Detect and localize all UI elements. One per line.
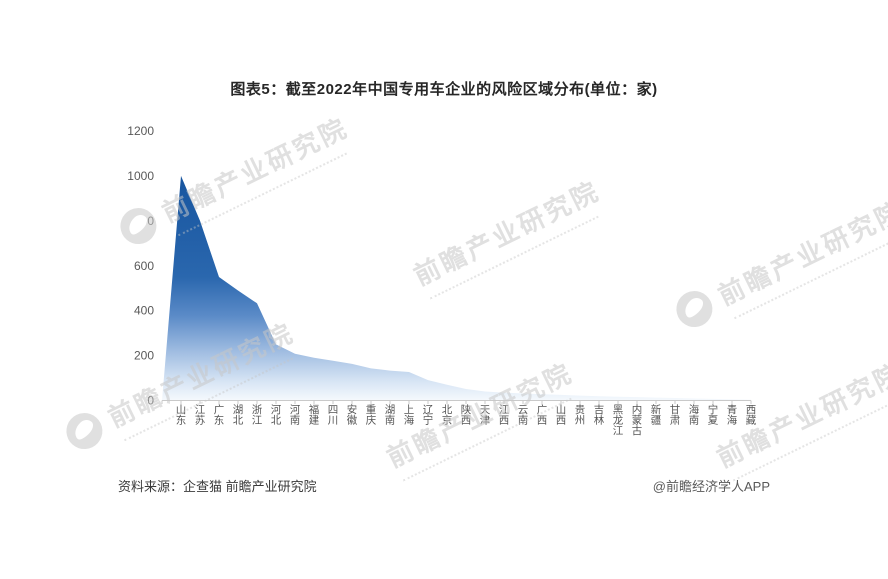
x-axis-label: 天津	[480, 404, 491, 427]
x-axis-label: 广西	[537, 404, 548, 427]
x-axis-label: 河北	[271, 404, 282, 427]
x-axis-label: 湖北	[233, 404, 244, 427]
y-axis-label: 600	[134, 259, 154, 273]
x-axis-label: 山东	[176, 404, 187, 427]
y-axis-label: 1000	[127, 169, 154, 183]
risk-distribution-series	[162, 175, 751, 401]
x-axis-label: 重庆	[366, 403, 377, 427]
x-axis-label: 辽宁	[423, 404, 434, 427]
x-axis-label: 新疆	[651, 403, 662, 427]
y-axis-label: 800	[134, 214, 154, 228]
x-axis-label: 上海	[404, 404, 415, 427]
x-axis-label: 浙江	[252, 404, 263, 427]
x-axis-label: 山西	[556, 404, 567, 427]
area-chart: 0 200 400 600 800 1000 1200 山东江苏广东湖北浙江河北河南福建四川安…	[127, 124, 757, 437]
y-axis-label: 400	[134, 304, 154, 318]
x-axis-label: 甘肃	[670, 403, 681, 427]
x-axis-label: 西藏	[746, 404, 757, 427]
x-axis-label: 江西	[499, 404, 510, 427]
x-axis-label: 吉林	[594, 404, 605, 427]
credit-text: @前瞻经济学人APP	[652, 479, 770, 494]
x-axis-label: 四川	[328, 404, 339, 427]
x-axis-label: 北京	[442, 404, 453, 427]
x-axis-label: 湖南	[385, 404, 396, 427]
x-axis-label: 河南	[290, 404, 301, 427]
x-axis-label: 宁夏	[708, 403, 719, 427]
chart-title: 图表5：截至2022年中国专用车企业的风险区域分布(单位：家)	[230, 81, 658, 98]
x-axis-label: 青海	[727, 403, 738, 427]
x-axis-label: 江苏	[195, 404, 206, 427]
y-axis-label: 200	[134, 349, 154, 363]
y-axis-label: 0	[147, 394, 154, 408]
x-axis-label: 内蒙古	[632, 403, 643, 437]
x-axis-label: 黑龙江	[613, 404, 624, 437]
y-axis-label: 1200	[127, 124, 154, 138]
data-source-text: 资料来源：企查猫 前瞻产业研究院	[118, 479, 317, 494]
x-axis-label: 广东	[214, 404, 225, 427]
x-axis-label: 安徽	[347, 403, 358, 427]
x-axis-label: 福建	[309, 403, 320, 427]
x-axis-label: 海南	[689, 403, 700, 427]
x-axis-label: 云南	[518, 404, 529, 427]
x-axis-label: 陕西	[461, 403, 472, 427]
x-axis-label: 贵州	[575, 403, 586, 427]
